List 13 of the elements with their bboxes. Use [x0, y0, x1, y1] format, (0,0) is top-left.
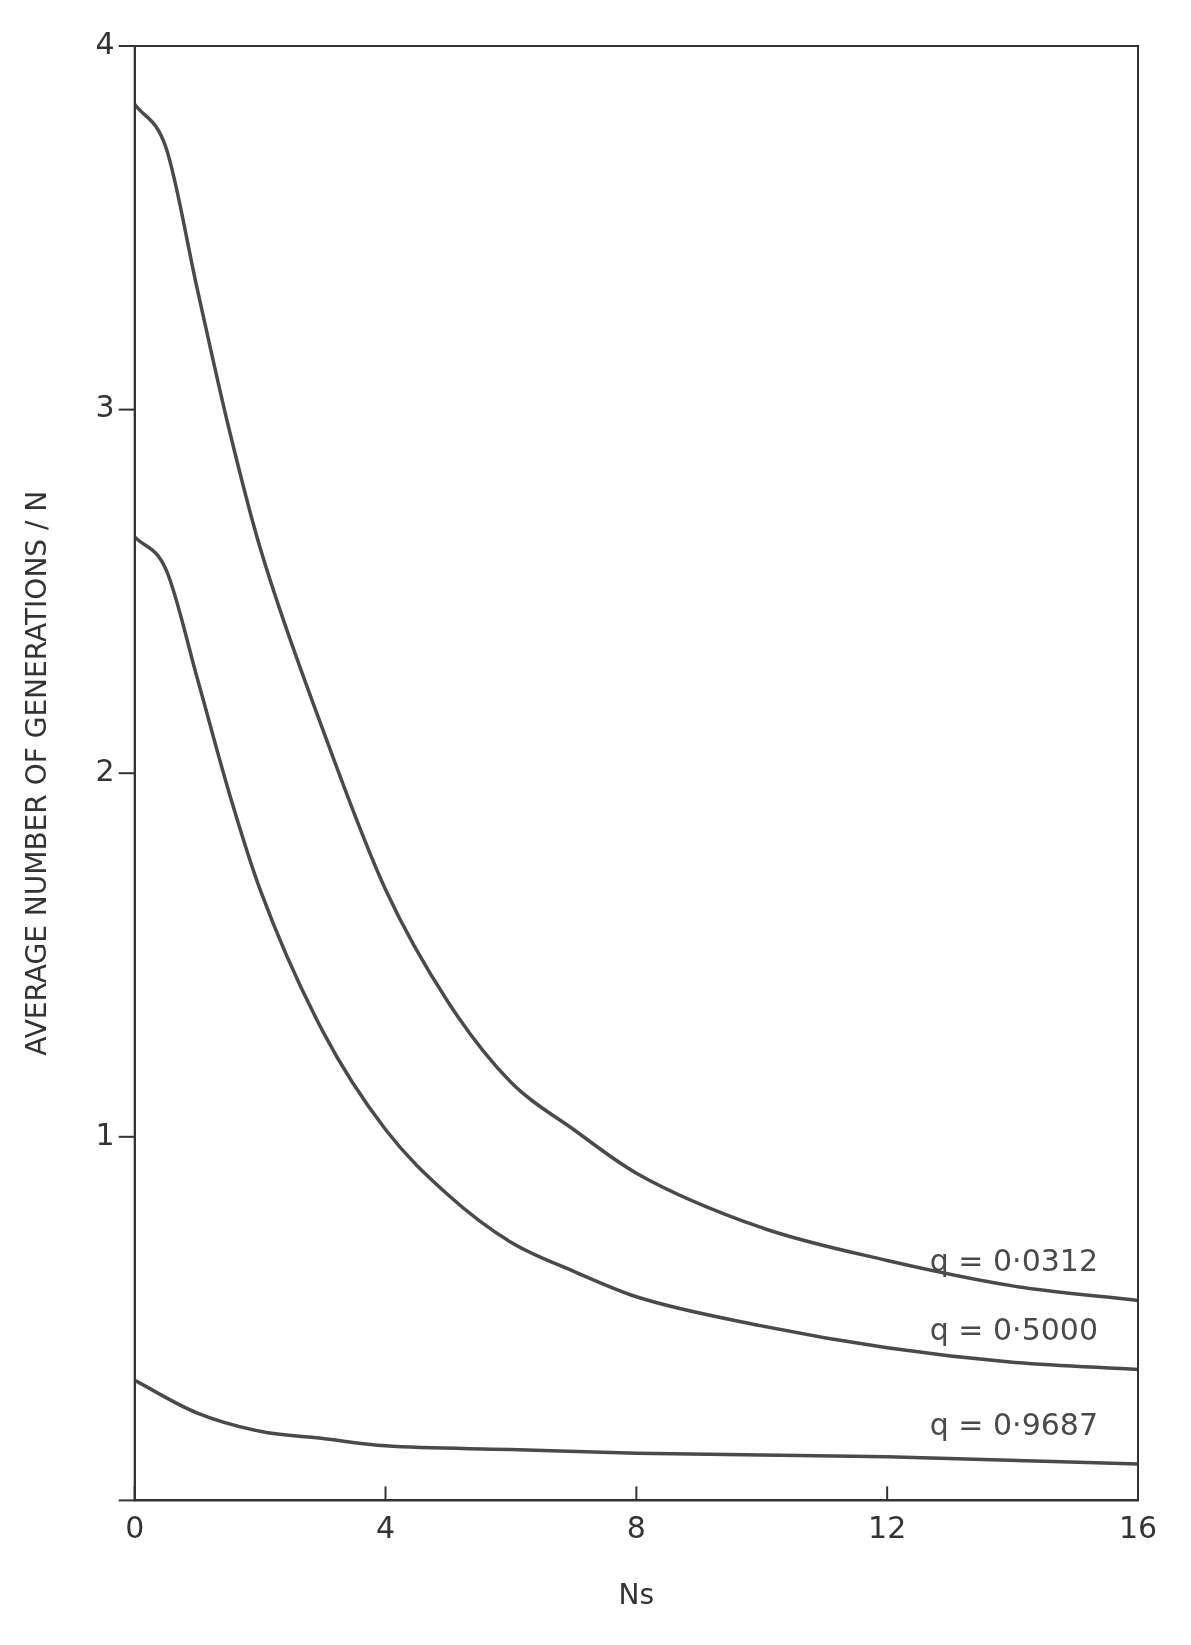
- y-tick-label: 1: [95, 1116, 115, 1152]
- x-tick-label: 12: [868, 1510, 907, 1546]
- y-tick-label: 3: [95, 389, 115, 425]
- x-axis-title: Ns: [618, 1578, 655, 1612]
- x-tick-label: 0: [125, 1510, 145, 1546]
- series-label: q = 0·9687: [929, 1406, 1098, 1442]
- series-label: q = 0·5000: [929, 1312, 1098, 1348]
- x-tick-label: 16: [1118, 1510, 1158, 1546]
- y-axis-title: AVERAGE NUMBER OF GENERATIONS / N: [20, 490, 54, 1056]
- y-tick-label: 2: [95, 753, 115, 788]
- x-tick-label: 8: [626, 1510, 646, 1546]
- y-tick-label: 4: [95, 25, 115, 61]
- x-tick-label: 4: [375, 1510, 396, 1546]
